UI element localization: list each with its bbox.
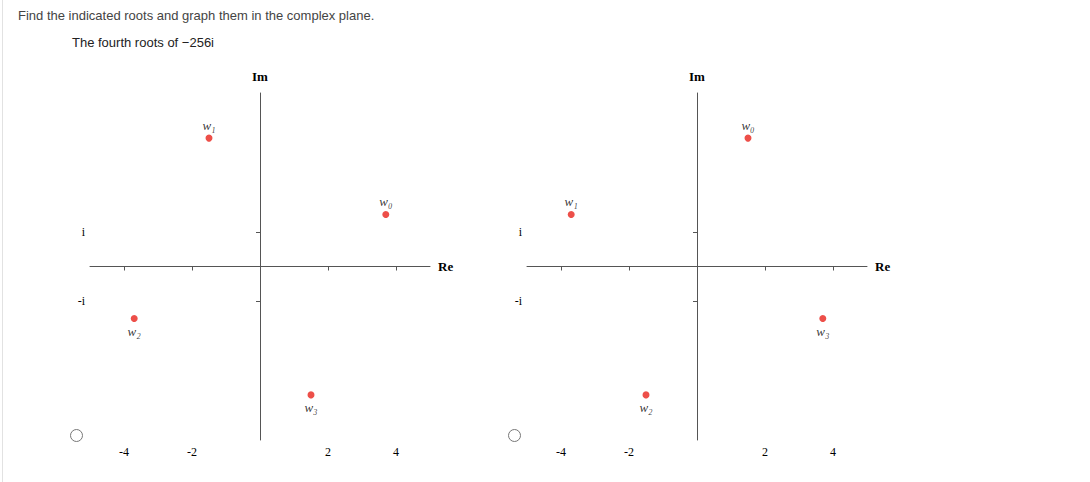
svg-text:-4: -4 bbox=[119, 445, 129, 459]
svg-text:-4: -4 bbox=[556, 445, 566, 459]
svg-text:-i: -i bbox=[515, 294, 523, 308]
svg-text:Re: Re bbox=[438, 259, 453, 274]
svg-text:2: 2 bbox=[325, 445, 331, 459]
svg-text:w₃: w₃ bbox=[304, 400, 317, 415]
svg-text:w₃: w₃ bbox=[816, 324, 829, 339]
svg-text:w₁: w₁ bbox=[202, 118, 215, 133]
svg-text:Re: Re bbox=[875, 259, 890, 274]
svg-text:w₀: w₀ bbox=[741, 118, 754, 133]
svg-text:w₀: w₀ bbox=[379, 194, 392, 209]
svg-text:2: 2 bbox=[762, 445, 768, 459]
svg-text:-2: -2 bbox=[624, 445, 634, 459]
svg-text:-i: -i bbox=[78, 294, 86, 308]
svg-text:Im: Im bbox=[689, 69, 705, 84]
svg-text:i: i bbox=[82, 225, 86, 239]
svg-text:i: i bbox=[519, 225, 523, 239]
svg-text:-2: -2 bbox=[187, 445, 197, 459]
html-text:The fourth roots of −256i: The fourth roots of −256i bbox=[72, 35, 214, 50]
html-text:Find the indicated roots and g: Find the indicated roots and graph them … bbox=[18, 8, 375, 23]
svg-text:w₂: w₂ bbox=[639, 400, 653, 415]
svg-text:4: 4 bbox=[393, 445, 399, 459]
svg-text:w₁: w₁ bbox=[565, 194, 578, 209]
svg-text:Im: Im bbox=[252, 69, 268, 84]
svg-text:w₂: w₂ bbox=[128, 324, 142, 339]
svg-text:4: 4 bbox=[830, 445, 836, 459]
